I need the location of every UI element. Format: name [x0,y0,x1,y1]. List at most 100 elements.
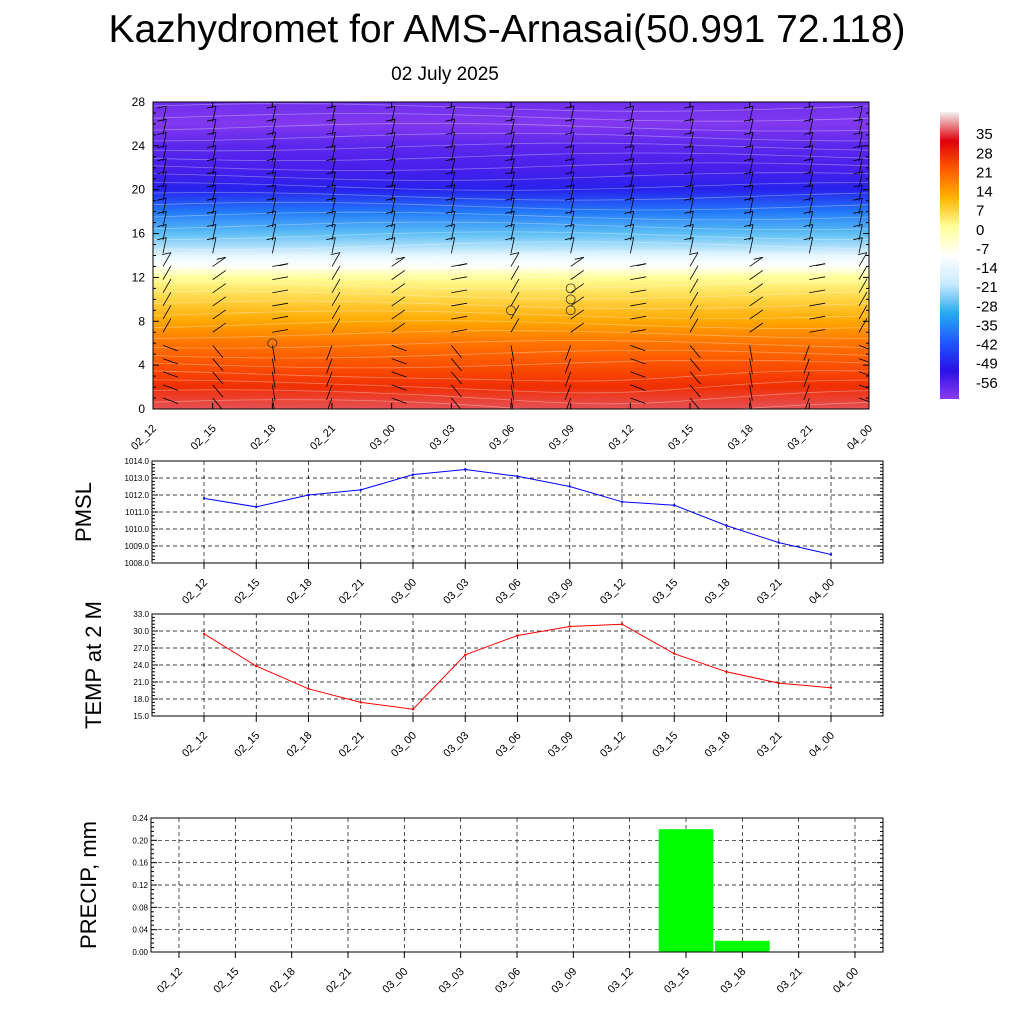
data-point [620,500,624,503]
wind-barb [162,237,167,254]
colorbar-label: 7 [976,203,984,220]
y-tick-label: 12 [132,270,146,284]
wind-barb [749,256,764,267]
wind-barb [331,224,336,241]
wind-barb-flag [385,184,396,188]
wind-barb [808,198,814,214]
wind-barb [749,106,754,122]
wind-barb-flag [206,184,217,188]
x-tick-label: 03_06 [494,730,524,760]
wind-barb [808,211,814,228]
wind-barb [331,132,336,149]
wind-barb-flag [505,145,515,148]
wind-barb [271,211,277,228]
wind-barb [510,184,515,201]
temperature-heatmap-panel: 0 4 8 12 16 20 24 28 02_12 02_15 02_18 02_21 03_00 03… [129,95,875,453]
wind-barb [271,132,277,149]
wind-barb-flag [743,132,754,135]
wind-barb-flag [684,132,694,135]
wind-barb [689,265,699,280]
wind-barb [271,184,277,201]
wind-barb [331,318,341,333]
wind-barb-flag [684,105,694,109]
data-point [777,541,780,544]
contour-line [153,290,869,300]
wind-barb [510,278,520,293]
x-tick-label: 03_09 [546,577,576,607]
wind-barb [630,289,647,294]
wind-barb-flag [505,197,515,201]
wind-barb [162,278,172,293]
wind-barb [629,184,635,201]
data-point [673,504,676,507]
wind-barb-flag [206,210,217,214]
x-tick-label: 02_12 [129,423,159,453]
wind-barb-flag [803,197,813,201]
wind-barb [272,329,289,333]
wind-barb-flag [458,263,468,267]
wind-barb [450,184,456,201]
colorbar-label: -56 [976,375,998,392]
wind-barb [629,145,635,162]
wind-barb-flag [445,184,455,188]
wind-barb [271,358,276,375]
wind-barb-flag [505,105,515,109]
data-point [568,485,571,488]
wind-barb-flag [157,184,167,188]
x-tick-label: 02_21 [337,577,367,607]
wind-barb [510,265,520,280]
wind-barb [858,305,868,320]
x-tick-label: 04_00 [845,423,875,453]
wind-barb [510,252,520,267]
wind-barb [570,270,585,280]
wind-barb-flag [385,132,396,135]
contour-line [153,310,869,319]
wind-barb [689,278,699,293]
wind-barb-flag [445,158,455,162]
colorbar-label: 21 [976,164,993,181]
wind-barb-flag [803,224,813,227]
wind-barb [331,158,336,175]
wind-barb [749,384,753,401]
wind-barb [212,345,224,358]
wind-barb-flag [803,237,813,241]
wind-barb-flag [564,171,575,175]
y-tick-label: 15.0 [133,712,149,721]
x-tick-label: 03_18 [718,966,748,996]
wind-barb [809,302,826,307]
wind-barb-flag [853,237,863,241]
wind-barb [212,256,227,267]
wind-barb [809,276,826,281]
wind-barb [212,397,223,409]
wind-barb-flag [743,105,754,109]
wind-barb-flag [803,171,813,175]
wind-barb-flag [266,132,276,135]
wind-barb [331,211,336,228]
x-tick-label: 03_06 [493,966,523,996]
wind-barb [803,345,810,361]
wind-barb-flag [803,118,813,122]
wind-barb [858,265,868,280]
x-tick-label: 02_18 [268,966,298,996]
x-tick-label: 03_09 [546,730,576,760]
wind-barb [212,198,217,214]
wind-barb-flag [853,132,863,135]
x-tick-label: 02_18 [248,423,278,453]
wind-barb-flag [266,184,276,188]
wind-barb [331,237,336,254]
y-tick-label: 33.0 [133,610,149,619]
contour-line [153,349,869,359]
wind-barb-flag [266,171,276,175]
wind-barb [271,171,277,188]
calm-wind-marker [565,283,576,294]
colorbar-label: -49 [976,356,998,373]
wind-barb [689,252,699,267]
wind-barb [212,211,217,228]
wind-barb [451,345,462,358]
wind-barb-flag [206,118,217,122]
wind-barb [272,302,289,307]
contour-line [153,241,869,250]
wind-barb-flag [624,118,634,122]
wind-barb-flag [743,118,754,122]
wind-barb [272,276,289,281]
